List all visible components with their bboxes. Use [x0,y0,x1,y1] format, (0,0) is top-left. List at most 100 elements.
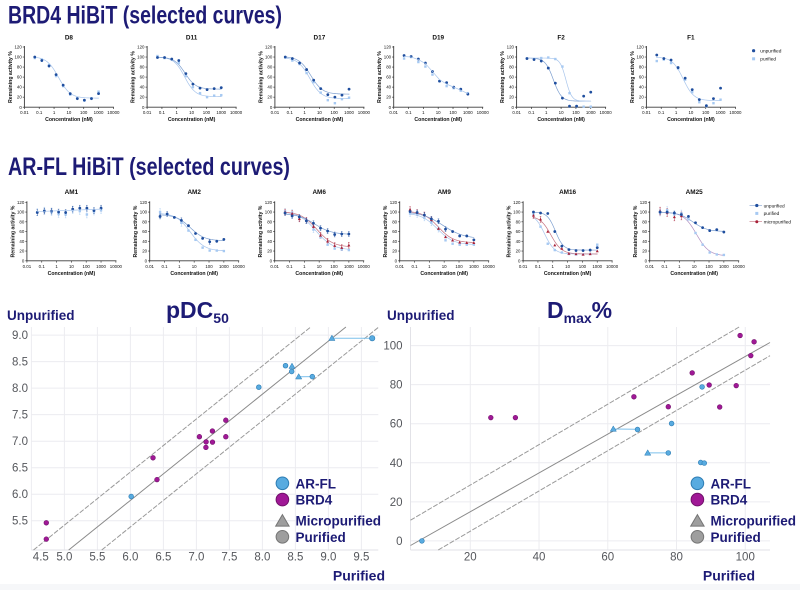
svg-text:0.1: 0.1 [286,264,293,269]
svg-text:80: 80 [642,219,647,224]
svg-text:100: 100 [383,341,402,353]
svg-text:60: 60 [19,229,24,234]
svg-text:1000: 1000 [586,110,596,115]
svg-text:BRD4: BRD4 [711,493,748,508]
svg-text:F1: F1 [687,35,695,42]
svg-text:10000: 10000 [358,264,371,269]
svg-text:120: 120 [640,200,648,205]
svg-text:Remaining activity %: Remaining activity % [383,205,389,257]
svg-text:120: 120 [390,200,398,205]
svg-text:20: 20 [464,552,477,564]
svg-text:Remaining activity %: Remaining activity % [258,205,264,257]
svg-text:1000: 1000 [719,264,729,269]
svg-text:80: 80 [639,65,644,70]
svg-text:20: 20 [390,497,403,509]
svg-text:Concentration (nM): Concentration (nM) [295,271,343,277]
svg-text:10: 10 [442,264,447,269]
svg-text:micropurified: micropurified [764,220,792,226]
svg-text:0.01: 0.01 [389,110,398,115]
svg-text:0.01: 0.01 [395,264,404,269]
svg-text:0.1: 0.1 [36,110,43,115]
svg-text:0.01: 0.01 [271,110,280,115]
svg-text:0.01: 0.01 [23,264,32,269]
svg-text:20: 20 [516,249,521,254]
svg-text:Purified: Purified [711,530,761,545]
svg-text:9.5: 9.5 [353,552,369,564]
svg-text:8.0: 8.0 [254,552,270,564]
svg-text:40: 40 [267,239,272,244]
svg-text:Concentration (nM): Concentration (nM) [414,117,462,123]
svg-text:20: 20 [267,95,272,100]
svg-text:100: 100 [330,264,338,269]
svg-text:20: 20 [17,95,22,100]
svg-text:F2: F2 [557,35,565,42]
svg-text:120: 120 [265,45,273,50]
svg-text:120: 120 [507,45,515,50]
svg-text:100: 100 [736,552,755,564]
svg-text:0.01: 0.01 [645,264,654,269]
svg-text:D11: D11 [186,35,198,42]
svg-text:0.1: 0.1 [528,110,535,115]
svg-text:Concentration (nM): Concentration (nM) [170,271,218,277]
svg-text:Micropurified: Micropurified [296,513,382,528]
svg-text:10000: 10000 [477,110,490,115]
svg-text:100: 100 [705,264,713,269]
svg-text:80: 80 [140,65,145,70]
svg-text:0.1: 0.1 [287,110,294,115]
svg-text:120: 120 [636,45,644,50]
svg-text:10: 10 [559,110,564,115]
svg-text:0.1: 0.1 [405,110,412,115]
svg-text:10: 10 [688,110,693,115]
svg-text:10000: 10000 [733,264,746,269]
svg-text:100: 100 [455,264,463,269]
svg-text:0.1: 0.1 [39,264,46,269]
svg-text:1000: 1000 [716,110,726,115]
svg-text:0.1: 0.1 [535,264,542,269]
svg-text:0.01: 0.01 [270,264,279,269]
svg-text:100: 100 [80,110,88,115]
svg-text:20: 20 [19,249,24,254]
svg-text:BRD4 HiBiT (selected curves): BRD4 HiBiT (selected curves) [8,2,282,30]
svg-text:10000: 10000 [483,264,496,269]
svg-text:100: 100 [265,210,273,215]
svg-text:AM1: AM1 [65,189,79,196]
svg-text:120: 120 [17,200,25,205]
svg-text:0.01: 0.01 [642,110,651,115]
svg-text:0.01: 0.01 [145,264,154,269]
svg-text:100: 100 [513,210,521,215]
svg-text:BRD4: BRD4 [296,493,333,508]
svg-text:60: 60 [267,75,272,80]
svg-text:Unpurified: Unpurified [387,308,455,323]
svg-text:8.0: 8.0 [12,383,28,395]
svg-text:Concentration (nM): Concentration (nM) [544,271,592,277]
svg-text:10: 10 [66,110,71,115]
svg-text:100: 100 [390,210,398,215]
svg-text:120: 120 [140,200,148,205]
svg-text:100: 100 [140,210,148,215]
svg-text:Concentration (nM): Concentration (nM) [45,117,93,123]
svg-text:Purified: Purified [296,530,346,545]
svg-text:60: 60 [642,229,647,234]
svg-text:1000: 1000 [96,264,106,269]
svg-text:Remaining activity %: Remaining activity % [131,51,137,103]
svg-text:D19: D19 [432,35,444,42]
svg-text:60: 60 [639,75,644,80]
svg-text:100: 100 [205,264,213,269]
svg-text:40: 40 [390,458,403,470]
svg-text:10000: 10000 [729,110,742,115]
svg-text:100: 100 [14,55,22,60]
svg-text:100: 100 [636,55,644,60]
svg-text:120: 120 [384,45,392,50]
svg-text:AM16: AM16 [559,189,576,196]
svg-text:20: 20 [642,249,647,254]
svg-text:20: 20 [267,249,272,254]
svg-text:10000: 10000 [230,110,243,115]
svg-text:20: 20 [140,95,145,100]
svg-text:80: 80 [19,219,24,224]
svg-text:AR-FL: AR-FL [711,476,752,491]
svg-text:40: 40 [267,85,272,90]
svg-text:0.1: 0.1 [658,110,665,115]
svg-text:1000: 1000 [463,110,473,115]
svg-text:40: 40 [509,85,514,90]
svg-text:10000: 10000 [599,110,612,115]
